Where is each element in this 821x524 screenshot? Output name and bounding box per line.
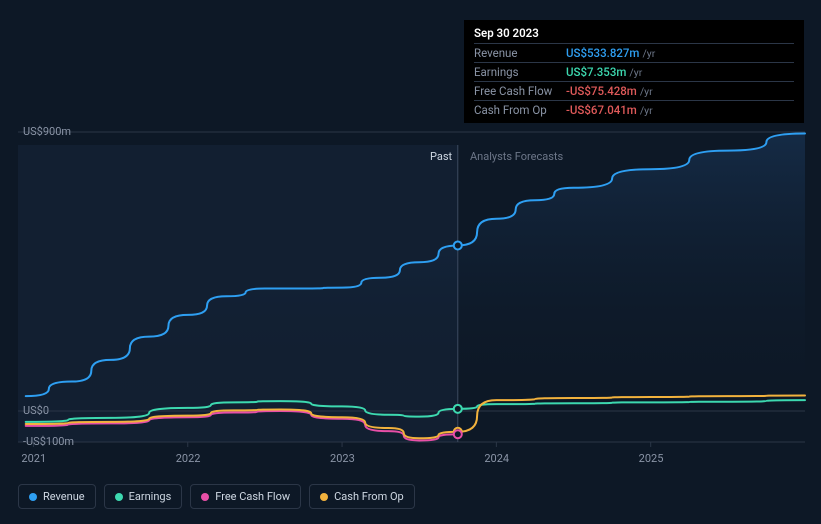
past-region-label: Past [430, 150, 452, 163]
tooltip-row: RevenueUS$533.827m/yr [474, 43, 794, 62]
chart-legend: Revenue Earnings Free Cash Flow Cash From O… [18, 484, 415, 509]
legend-item-label: Revenue [43, 490, 85, 503]
tooltip-row-label: Earnings [474, 65, 566, 79]
tooltip-row-per: /yr [629, 66, 642, 79]
tooltip-row-per: /yr [640, 85, 653, 98]
legend-item-label: Cash From Op [334, 490, 404, 503]
tooltip-row-label: Revenue [474, 46, 566, 60]
tooltip-row-value: -US$67.041m [566, 103, 637, 117]
tooltip-row: Free Cash Flow-US$75.428m/yr [474, 81, 794, 100]
x-axis-label: 2022 [176, 452, 201, 465]
tooltip-row-per: /yr [640, 104, 653, 117]
marker-revenue [454, 241, 462, 249]
legend-swatch-icon [201, 493, 209, 501]
forecast-region-label: Analysts Forecasts [470, 150, 563, 163]
tooltip-row-label: Cash From Op [474, 103, 566, 117]
legend-item-label: Free Cash Flow [215, 490, 290, 503]
tooltip-row-value: -US$75.428m [566, 84, 637, 98]
x-axis-label: 2023 [330, 452, 355, 465]
x-axis-label: 2021 [21, 452, 46, 465]
financial-chart: Past Analysts Forecasts Sep 30 2023 Reve… [0, 0, 821, 524]
tooltip-row: Cash From Op-US$67.041m/yr [474, 100, 794, 119]
legend-swatch-icon [115, 493, 123, 501]
chart-tooltip: Sep 30 2023 RevenueUS$533.827m/yrEarning… [464, 20, 804, 123]
legend-item-label: Earnings [129, 490, 172, 503]
legend-item-revenue[interactable]: Revenue [18, 484, 96, 509]
x-axis-label: 2024 [484, 452, 509, 465]
tooltip-date: Sep 30 2023 [474, 26, 794, 43]
marker-earnings [454, 405, 462, 413]
tooltip-row-value: US$7.353m [566, 65, 626, 79]
y-axis-label: US$900m [23, 125, 71, 138]
legend-swatch-icon [29, 493, 37, 501]
legend-item-cfo[interactable]: Cash From Op [309, 484, 415, 509]
y-axis-label: -US$100m [23, 435, 74, 448]
x-axis-label: 2025 [639, 452, 664, 465]
tooltip-row-per: /yr [642, 47, 655, 60]
legend-item-earnings[interactable]: Earnings [104, 484, 183, 509]
tooltip-row-value: US$533.827m [566, 46, 639, 60]
y-axis-label: US$0 [23, 404, 49, 417]
legend-swatch-icon [320, 493, 328, 501]
marker-fcf [454, 430, 462, 438]
tooltip-row-label: Free Cash Flow [474, 84, 566, 98]
tooltip-row: EarningsUS$7.353m/yr [474, 62, 794, 81]
legend-item-fcf[interactable]: Free Cash Flow [190, 484, 301, 509]
